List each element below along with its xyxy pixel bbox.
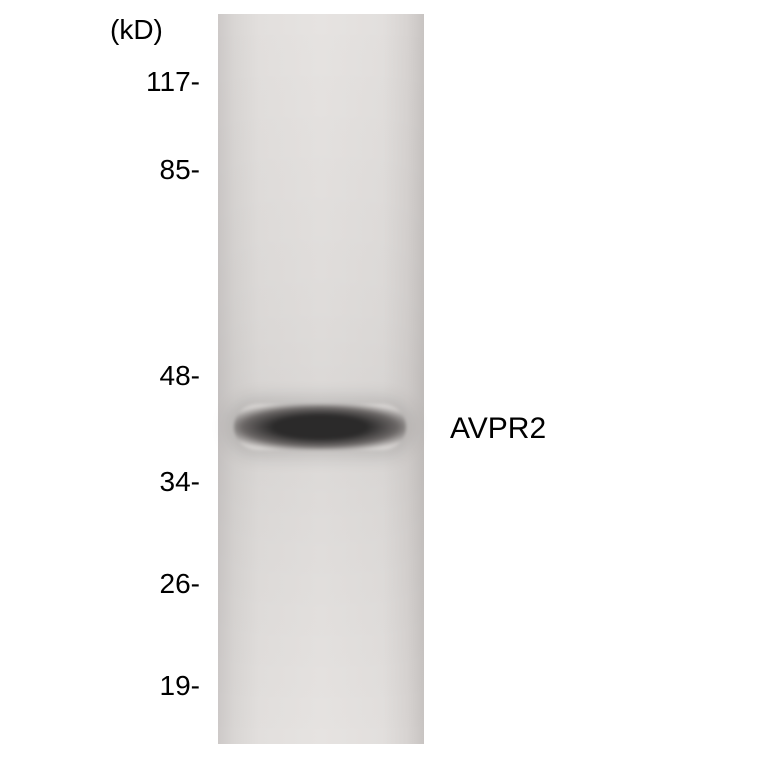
axis-tick-48: 48- [160,362,200,390]
blot-canvas: (kD) 117- 85- 48- 34- 26- 19- AVPR2 [0,0,764,764]
axis-tick-26: 26- [160,570,200,598]
blot-lane-streaks [218,14,424,744]
axis-unit-label: (kD) [110,14,163,46]
axis-tick-19: 19- [160,672,200,700]
axis-tick-34: 34- [160,468,200,496]
avpr2-band-label: AVPR2 [450,414,546,444]
blot-lane [218,14,424,744]
avpr2-band [234,404,406,450]
axis-tick-117: 117- [146,68,200,96]
axis-tick-85: 85- [160,156,200,184]
